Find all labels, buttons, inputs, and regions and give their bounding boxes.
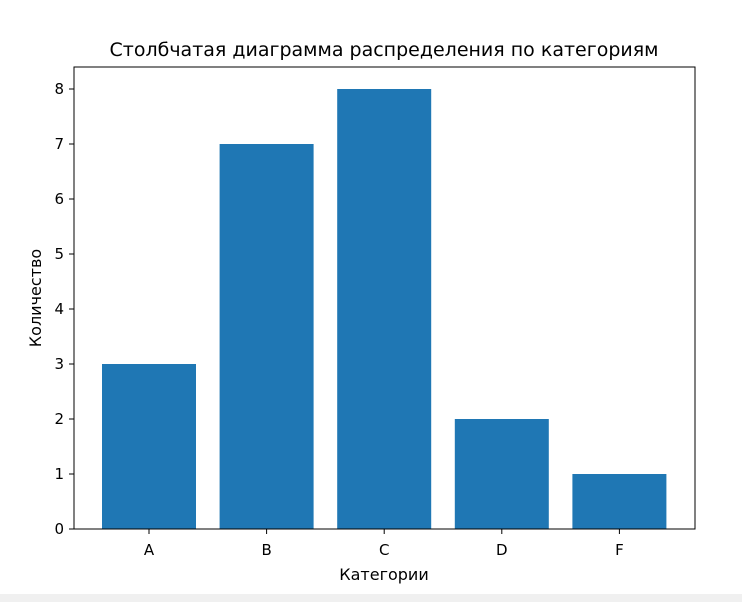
y-tick-label: 1: [54, 465, 64, 483]
y-tick-label: 5: [54, 245, 64, 263]
y-tick-label: 8: [54, 80, 64, 98]
bar-A: [102, 364, 196, 529]
y-axis-ticks: 0 1 2 3 4 5 6 7 8: [54, 80, 74, 538]
x-tick-label: F: [615, 541, 624, 559]
plot-frame: [73, 66, 696, 530]
chart-title: Столбчатая диаграмма распределения по ка…: [110, 39, 659, 61]
bar-D: [454, 419, 549, 529]
bars-group: [102, 89, 667, 529]
bar-C: [337, 89, 432, 529]
y-tick-label: 2: [54, 410, 64, 428]
y-tick-label: 0: [54, 520, 64, 538]
x-axis-label: Категории: [339, 565, 428, 584]
y-tick-label: 4: [54, 300, 64, 318]
y-tick-label: 6: [54, 190, 64, 208]
bar-F: [572, 474, 667, 529]
y-tick-label: 3: [54, 355, 64, 373]
x-tick-label: C: [379, 541, 389, 559]
bar-B: [219, 144, 314, 529]
y-tick-label: 7: [54, 135, 64, 153]
x-tick-label: D: [496, 541, 508, 559]
x-tick-label: A: [144, 541, 155, 559]
x-tick-label: B: [261, 541, 271, 559]
y-axis-label: Количество: [26, 249, 45, 347]
